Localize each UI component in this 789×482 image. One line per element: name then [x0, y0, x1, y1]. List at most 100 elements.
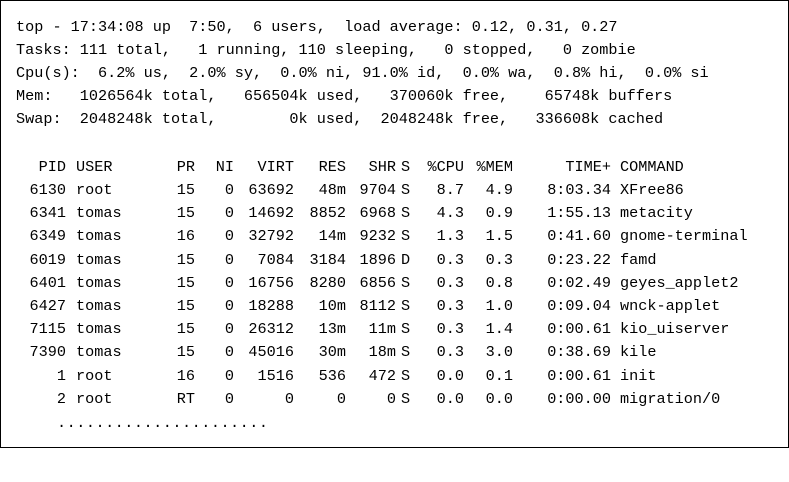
shr-cell: 11m [368, 320, 396, 339]
cpu-cell: 0.0 [436, 389, 464, 408]
time-cell: 0:23.22 [547, 250, 611, 269]
virt-cell: 1516 [257, 366, 294, 385]
user-cell: root [76, 366, 113, 385]
res-cell: 10m [318, 297, 346, 315]
ni-cell: 0 [224, 273, 234, 292]
col-ni: NI [215, 158, 234, 176]
cpu-line: Cpu(s): 6.2% us, 2.0% sy, 0.0% ni, 91.0%… [16, 64, 709, 82]
ni-cell: 0 [224, 297, 234, 315]
virt-cell: 14692 [248, 204, 294, 223]
virt-cell: 7084 [257, 250, 294, 269]
shr-cell: 9704 [359, 181, 396, 199]
table-row: 6349 tomas 16 0 32792 14m 9232 S 1.3 1.5 0:41.60 gn… [1, 225, 788, 248]
table-row: 7390 tomas 15 0 45016 30m 18m S 0.3 3.0 0:38.69 kil… [1, 341, 788, 364]
pid-cell: 6341 [29, 204, 66, 223]
mem-cell: 1.5 [485, 227, 513, 246]
pr-cell: 15 [176, 297, 195, 315]
table-row: 6341 tomas 15 0 14692 8852 6968 S 4.3 0.9 1:55.13 m… [1, 202, 788, 225]
ni-cell: 0 [224, 181, 234, 199]
state-cell: D [401, 250, 411, 269]
cpu-cell: 0.3 [436, 297, 464, 315]
shr-cell: 6968 [359, 204, 396, 223]
pid-cell: 6349 [29, 227, 66, 246]
table-row: 6019 tomas 15 0 7084 3184 1896 D 0.3 0.3 0:23.22 fa… [1, 249, 788, 272]
table-header: PID USER PR NI VIRT RES SHR S %CPU %MEM … [1, 156, 788, 179]
pid-cell: 7390 [29, 343, 66, 362]
cpu-cell: 0.3 [436, 273, 464, 292]
mem-cell: 3.0 [485, 343, 513, 362]
res-cell: 13m [318, 320, 346, 339]
table-row: 6427 tomas 15 0 18288 10m 8112 S 0.3 1.0 0:09.04 wn… [1, 295, 788, 318]
res-cell: 8280 [309, 273, 346, 292]
ni-cell: 0 [224, 250, 234, 269]
mem-cell: 0.1 [485, 366, 513, 385]
virt-cell: 45016 [248, 343, 294, 362]
ni-cell: 0 [224, 320, 234, 339]
res-cell: 536 [318, 366, 346, 385]
continuation-dots: ...................... [57, 414, 269, 432]
res-cell: 0 [336, 389, 346, 408]
command-cell: gnome-terminal [620, 227, 748, 246]
state-cell: S [401, 204, 411, 223]
command-cell: kio_uiserver [620, 320, 730, 339]
virt-cell: 26312 [248, 320, 294, 339]
pr-cell: 16 [176, 366, 195, 385]
pid-cell: 1 [56, 366, 66, 385]
mem-line: Mem: 1026564k total, 656504k used, 37006… [16, 87, 673, 105]
virt-cell: 18288 [248, 297, 294, 315]
swap-line: Swap: 2048248k total, 0k used, 2048248k … [16, 110, 664, 128]
command-cell: init [620, 366, 657, 385]
col-user: USER [76, 158, 113, 176]
col-command: COMMAND [620, 158, 684, 176]
pr-cell: 15 [176, 273, 195, 292]
col-mem: %MEM [476, 158, 513, 176]
pid-cell: 6427 [29, 297, 66, 315]
cpu-cell: 0.3 [436, 343, 464, 362]
pid-cell: 2 [56, 389, 66, 408]
time-cell: 1:55.13 [547, 204, 611, 223]
virt-cell: 16756 [248, 273, 294, 292]
ni-cell: 0 [224, 366, 234, 385]
cpu-cell: 1.3 [436, 227, 464, 246]
cpu-cell: 0.0 [436, 366, 464, 385]
shr-cell: 0 [386, 389, 396, 408]
res-cell: 14m [318, 227, 346, 246]
res-cell: 3184 [309, 250, 346, 269]
table-row: 7115 tomas 15 0 26312 13m 11m S 0.3 1.4 0:00.61 kio… [1, 318, 788, 341]
cpu-cell: 8.7 [436, 181, 464, 199]
pid-cell: 6130 [29, 181, 66, 199]
command-cell: famd [620, 250, 657, 269]
res-cell: 30m [318, 343, 346, 362]
state-cell: S [401, 297, 411, 315]
pid-cell: 6401 [29, 273, 66, 292]
mem-cell: 0.0 [485, 389, 513, 408]
virt-cell: 0 [284, 389, 294, 408]
state-cell: S [401, 181, 411, 199]
pr-cell: 15 [176, 250, 195, 269]
mem-cell: 0.3 [485, 250, 513, 269]
command-cell: geyes_applet2 [620, 273, 739, 292]
shr-cell: 9232 [359, 227, 396, 246]
state-cell: S [401, 366, 411, 385]
user-cell: tomas [76, 250, 122, 269]
ni-cell: 0 [224, 343, 234, 362]
table-row: 6401 tomas 15 0 16756 8280 6856 S 0.3 0.8 0:02.49 g… [1, 272, 788, 295]
virt-cell: 63692 [248, 181, 294, 199]
state-cell: S [401, 343, 411, 362]
command-cell: kile [620, 343, 657, 362]
user-cell: tomas [76, 227, 122, 246]
ni-cell: 0 [224, 389, 234, 408]
user-cell: tomas [76, 273, 122, 292]
shr-cell: 8112 [359, 297, 396, 315]
cpu-cell: 4.3 [436, 204, 464, 223]
cpu-cell: 0.3 [436, 250, 464, 269]
state-cell: S [401, 320, 411, 339]
table-row: 2 root RT 0 0 0 0 S 0.0 0.0 0:00.00 migration/0 [1, 388, 788, 411]
command-cell: wnck-applet [620, 297, 721, 315]
command-cell: XFree86 [620, 181, 684, 199]
pr-cell: 15 [176, 343, 195, 362]
state-cell: S [401, 227, 411, 246]
ni-cell: 0 [224, 204, 234, 223]
pr-cell: RT [176, 389, 195, 408]
time-cell: 0:00.61 [547, 366, 611, 385]
